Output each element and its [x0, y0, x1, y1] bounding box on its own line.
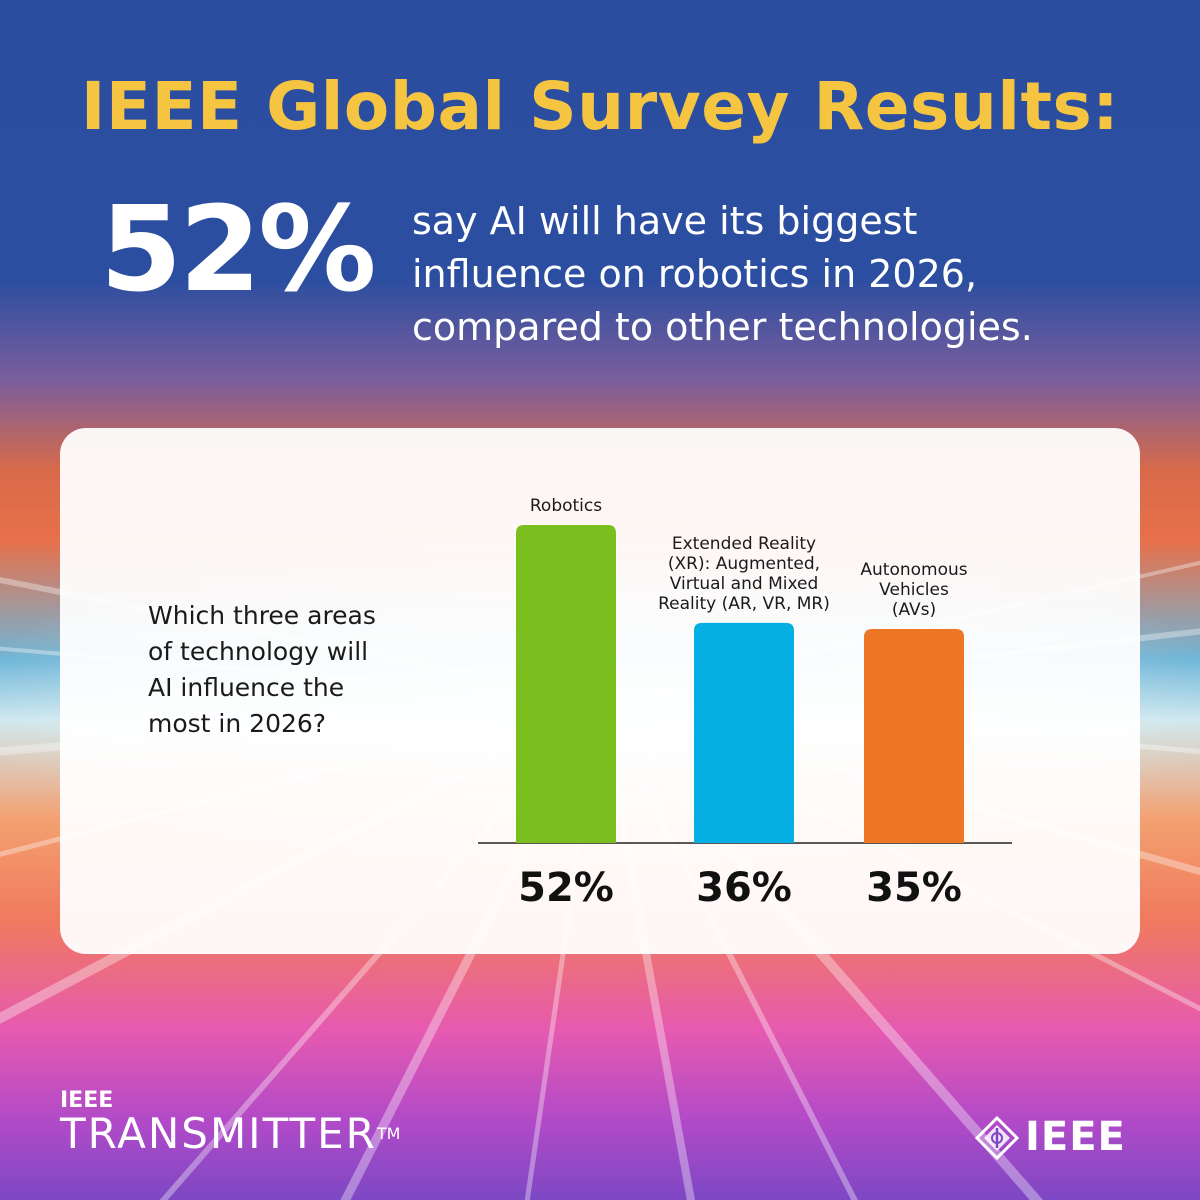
transmitter-logo-small-text: IEEE [60, 1088, 114, 1113]
bar-category-label: Vehicles [879, 580, 949, 600]
headline-stat-description: say AI will have its biggest influence o… [412, 195, 1112, 354]
survey-question-line: of technology will [148, 637, 369, 666]
survey-question-line: most in 2026? [148, 709, 327, 738]
bar-value-label: 35% [866, 865, 962, 911]
ieee-logo-text: IEEE [1025, 1114, 1126, 1160]
bar-category-label: Autonomous [860, 560, 967, 580]
survey-question: Which three areas of technology will AI … [148, 598, 408, 742]
stat-description-line: influence on robotics in 2026, [412, 252, 978, 296]
survey-question-line: AI influence the [148, 673, 345, 702]
stat-description-line: say AI will have its biggest [412, 199, 918, 243]
headline-title: IEEE Global Survey Results: [80, 68, 1120, 145]
trademark-mark: TM [376, 1124, 401, 1143]
bar-category-label: Virtual and Mixed [670, 574, 819, 594]
ieee-transmitter-logo: IEEE TRANSMITTERTM [60, 1090, 400, 1156]
bar-value-label: 52% [518, 865, 614, 911]
chart-bar [864, 628, 964, 843]
bar-category-label: (AVs) [892, 600, 936, 620]
bar-category-label: Extended Reality [672, 534, 816, 554]
bar-chart: Robotics 52% Extended Reality(XR): Augment… [478, 496, 1012, 911]
chart-card: Which three areas of technology will AI … [60, 428, 1140, 954]
headline-stat-value: 52% [100, 180, 376, 318]
bar-value-label: 36% [696, 865, 792, 911]
bar-category-label: Reality (AR, VR, MR) [658, 594, 830, 614]
stat-description-line: compared to other technologies. [412, 305, 1033, 349]
survey-question-line: Which three areas [148, 601, 376, 630]
transmitter-logo-word: TRANSMITTER [60, 1109, 377, 1158]
bar-category-label: (XR): Augmented, [668, 554, 820, 574]
ieee-diamond-icon [975, 1116, 1019, 1160]
chart-bar [516, 525, 616, 843]
ieee-logo: IEEE [975, 1112, 1145, 1162]
chart-bar [694, 622, 794, 843]
bar-category-label: Robotics [530, 496, 602, 516]
